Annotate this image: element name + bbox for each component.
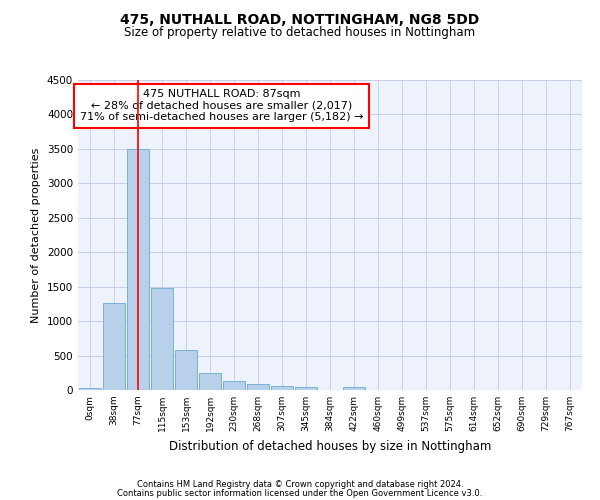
Bar [247,384,269,390]
Text: Contains public sector information licensed under the Open Government Licence v3: Contains public sector information licen… [118,489,482,498]
Bar [343,386,365,390]
Bar [127,149,149,390]
X-axis label: Distribution of detached houses by size in Nottingham: Distribution of detached houses by size … [169,440,491,452]
Text: 475 NUTHALL ROAD: 87sqm
← 28% of detached houses are smaller (2,017)
71% of semi: 475 NUTHALL ROAD: 87sqm ← 28% of detache… [80,90,364,122]
Bar [151,288,173,390]
Bar [175,350,197,390]
Bar [199,374,221,390]
Text: 475, NUTHALL ROAD, NOTTINGHAM, NG8 5DD: 475, NUTHALL ROAD, NOTTINGHAM, NG8 5DD [121,12,479,26]
Text: Size of property relative to detached houses in Nottingham: Size of property relative to detached ho… [124,26,476,39]
Y-axis label: Number of detached properties: Number of detached properties [31,148,41,322]
Bar [223,381,245,390]
Bar [103,302,125,390]
Text: Contains HM Land Registry data © Crown copyright and database right 2024.: Contains HM Land Registry data © Crown c… [137,480,463,489]
Bar [79,388,101,390]
Bar [271,386,293,390]
Bar [295,387,317,390]
